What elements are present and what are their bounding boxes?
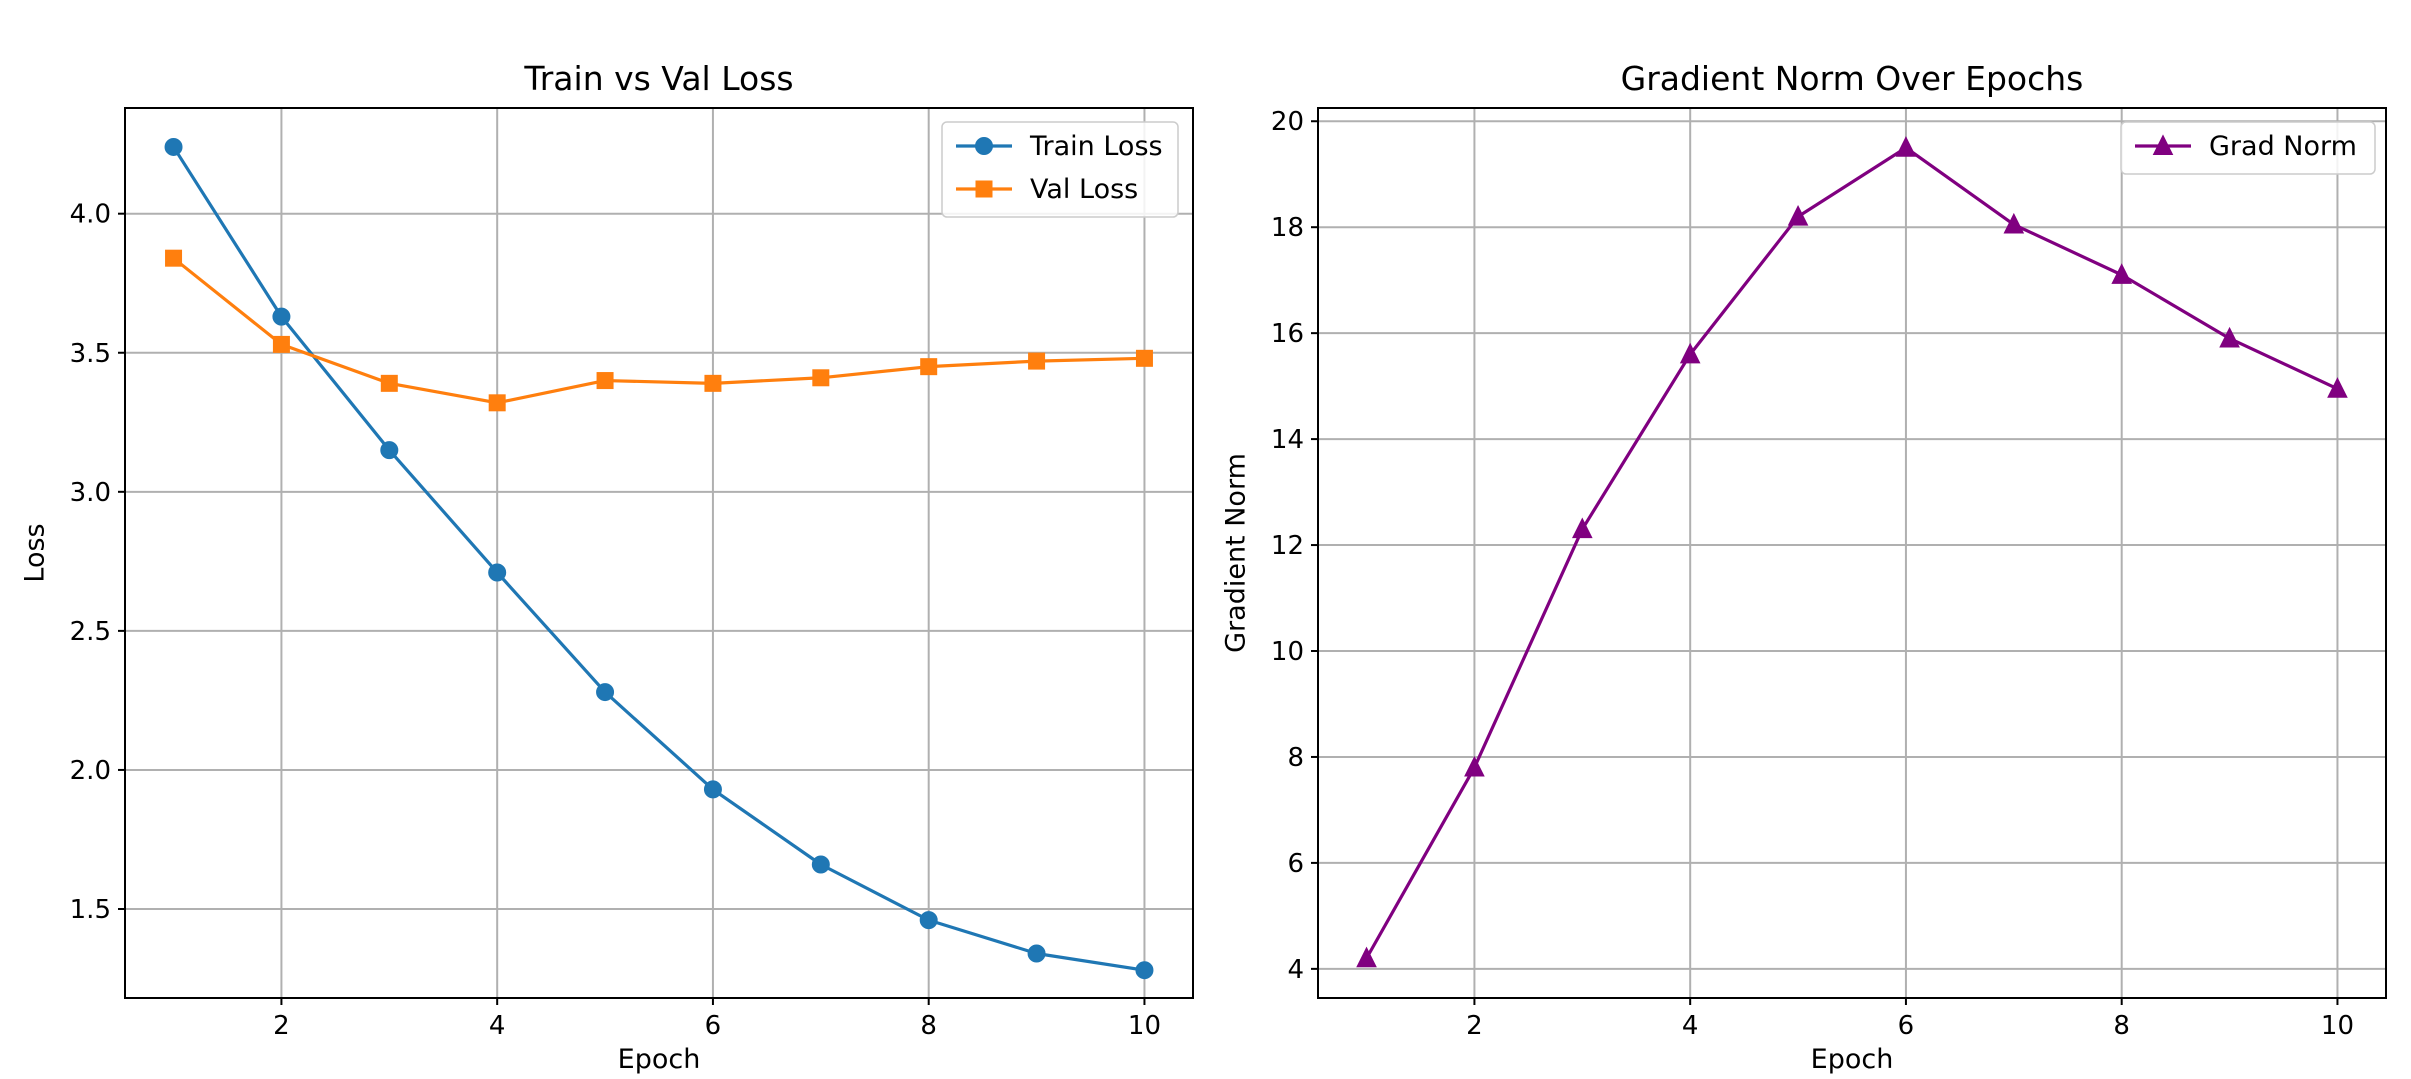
series-line-0 [172,146,1145,972]
legend-label: Val Loss [1030,174,1138,205]
x-tick-label: 6 [1898,1011,1915,1041]
data-point [1787,204,1809,226]
data-point [1027,944,1046,963]
chart-title: Train vs Val Loss [523,59,793,98]
legend-marker [975,180,993,198]
data-point [1464,755,1485,777]
y-tick-label: 1.5 [70,895,111,925]
y-tick-label: 8 [1287,743,1304,773]
y-axis-label: Loss [20,523,51,582]
y-tick-label: 12 [1271,531,1304,561]
data-point [272,307,291,326]
data-point [1135,961,1154,980]
y-tick-label: 6 [1287,849,1304,879]
data-point [380,374,398,392]
data-point [272,335,290,353]
data-point [380,441,399,460]
data-point [1028,352,1046,370]
loss-chart: 2 4 6 8 10 1.5 2.0 2.5 3.0 3.5 4.0 Train vs Val Los… [20,59,1194,1075]
data-point [812,369,830,387]
x-axis-label: Epoch [1811,1044,1894,1075]
legend-label: Train Loss [1029,131,1163,162]
y-tick-label: 3.0 [70,478,111,508]
series-line-0 [1365,146,2339,960]
x-tick-label: 10 [2321,1011,2354,1041]
data-point [1895,136,1917,157]
chart-title: Gradient Norm Over Epochs [1621,59,2084,98]
data-point [1356,946,1377,968]
x-tick-label: 2 [273,1011,290,1041]
data-point [488,563,507,582]
data-point [2219,326,2240,348]
y-axis-label: Gradient Norm [1221,453,1252,653]
data-point [704,374,722,392]
legend-marker [2152,134,2174,155]
data-point [488,394,506,412]
data-point [2111,263,2133,284]
data-point [2003,212,2025,234]
y-tick-label: 4.0 [70,200,111,230]
y-tick-label: 16 [1271,319,1304,349]
x-tick-label: 4 [489,1011,506,1041]
y-tick-label: 14 [1271,425,1304,455]
legend-label: Grad Norm [2209,131,2357,162]
x-tick-label: 4 [1682,1011,1699,1041]
x-tick-label: 8 [2113,1011,2130,1041]
data-point [2327,377,2348,398]
y-tick-label: 10 [1271,637,1304,667]
series-line-1 [172,256,1145,405]
y-tick-label: 20 [1271,107,1304,137]
x-axis-label: Epoch [618,1044,701,1075]
y-tick-label: 18 [1271,213,1304,243]
grad-norm-chart: 2 4 6 8 10 4 6 8 10 12 14 16 18 20 Gradient Norm Over … [1221,59,2387,1075]
data-point [1571,517,1593,539]
y-tick-label: 2.0 [70,756,111,786]
legend-box [2120,121,2376,175]
legend-marker [975,137,993,155]
x-tick-label: 10 [1128,1011,1161,1041]
x-tick-label: 2 [1466,1011,1483,1041]
data-point [165,249,183,267]
plot-frame [124,107,1194,999]
data-point [1135,349,1153,367]
data-point [920,358,938,376]
y-tick-label: 4 [1287,955,1304,985]
data-point [919,911,938,930]
data-point [703,780,722,799]
data-point [596,683,615,702]
legend: Train Loss Val Loss [941,121,1179,218]
y-tick-label: 2.5 [70,617,111,647]
data-point [811,855,830,874]
y-tick-label: 3.5 [70,339,111,369]
data-point [596,372,614,390]
x-tick-label: 6 [705,1011,722,1041]
plot-frame [1317,107,2387,999]
data-point [1679,342,1701,364]
x-tick-label: 8 [920,1011,937,1041]
data-point [164,137,183,156]
legend: Grad Norm [2120,121,2376,175]
